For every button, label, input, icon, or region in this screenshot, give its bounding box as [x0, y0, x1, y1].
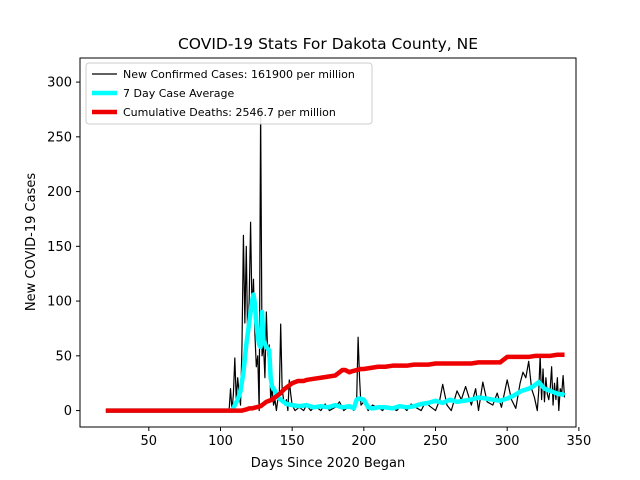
- plot-frame: [79, 57, 577, 428]
- legend-box: [85, 62, 373, 125]
- series-line-7day-average: [105, 292, 566, 413]
- series-line-new-cases: [105, 108, 566, 412]
- y-tick-label: 200: [47, 185, 72, 200]
- y-axis-label: New COVID-19 Cases: [24, 173, 39, 311]
- legend-label-7day-average: 7 Day Case Average: [123, 87, 235, 100]
- series-line-cumulative-deaths: [105, 352, 565, 413]
- chart-title: COVID-19 Stats For Dakota County, NE: [178, 35, 478, 53]
- x-tick-label: 200: [351, 434, 376, 449]
- y-tick-label: 300: [47, 76, 72, 91]
- x-tick-label: 250: [423, 434, 448, 449]
- series-layer: [105, 108, 566, 413]
- y-tick-label: 150: [47, 240, 72, 255]
- x-tick-label: 50: [141, 434, 158, 449]
- legend-label-cumulative-deaths: Cumulative Deaths: 2546.7 per million: [123, 106, 336, 119]
- y-tick-label: 0: [64, 404, 72, 419]
- y-tick-label: 250: [47, 130, 72, 145]
- legend-label-new-cases: New Confirmed Cases: 161900 per million: [123, 68, 355, 81]
- x-tick-label: 150: [280, 434, 305, 449]
- x-tick-label: 300: [495, 434, 520, 449]
- y-tick-label: 100: [47, 295, 72, 310]
- x-tick-label: 100: [208, 434, 233, 449]
- x-axis-label: Days Since 2020 Began: [251, 456, 406, 471]
- x-axis: 50 100 150 200 250 300 350: [141, 427, 591, 449]
- x-tick-label: 350: [566, 434, 591, 449]
- y-tick-label: 50: [55, 349, 72, 364]
- y-axis: 0 50 100 150 200 250 300: [47, 76, 80, 419]
- legend: New Confirmed Cases: 161900 per million …: [85, 62, 373, 125]
